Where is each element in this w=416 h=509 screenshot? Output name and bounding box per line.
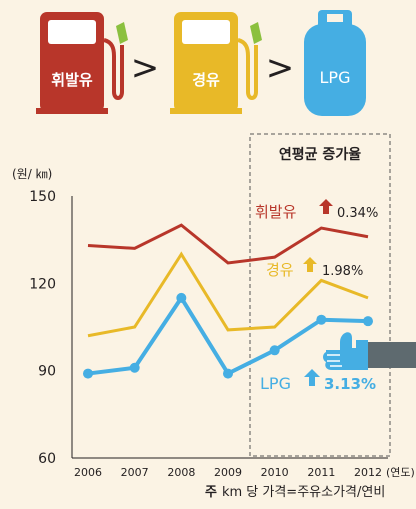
y-ticks: 60 90 120 150	[29, 189, 56, 467]
footnote-prefix: 주	[205, 485, 217, 500]
footnote-text: km 당 가격=주유소가격/연비	[222, 485, 385, 500]
thumbs-up-icon	[323, 332, 416, 370]
x-tick-label: 2007	[121, 466, 149, 479]
gasoline-rate-value: 0.34%	[337, 206, 378, 221]
x-tick-label: 2008	[167, 466, 195, 479]
x-tick-label: 2006	[74, 466, 102, 479]
lpg-data-point	[129, 362, 140, 373]
lpg-up-arrow-icon	[304, 369, 320, 386]
gasoline-rate: 휘발유 0.34%	[255, 199, 378, 221]
x-ticks: 2006 2007 2008 2009 2010 2011 2012	[74, 466, 382, 479]
y-tick-label: 60	[38, 451, 56, 467]
gasoline-rate-name: 휘발유	[255, 203, 297, 221]
lpg-data-point	[176, 292, 187, 303]
series-group	[83, 223, 373, 379]
y-tick-label: 150	[29, 189, 56, 205]
x-tick-label: 2009	[214, 466, 242, 479]
gasoline-up-arrow-icon	[319, 199, 333, 214]
diesel-series-line	[87, 251, 369, 338]
y-tick-label: 120	[29, 276, 56, 292]
diesel-rate-name: 경유	[266, 261, 294, 279]
gasoline-icon-label: 휘발유	[51, 71, 93, 89]
gasoline-series-line	[87, 223, 369, 265]
diesel-icon-label: 경유	[192, 71, 220, 89]
lpg-rate-value: 3.13%	[324, 375, 376, 393]
diesel-rate: 경유 1.98%	[266, 257, 363, 279]
x-tick-label: 2012	[354, 466, 382, 479]
lpg-rate-name: LPG	[260, 374, 291, 393]
growth-rate-title: 연평균 증가율	[279, 146, 361, 163]
lpg-data-point	[223, 368, 233, 379]
lpg-data-point	[316, 314, 327, 325]
y-axis-label: (원/ ㎞)	[12, 167, 52, 181]
lpg-data-point	[83, 368, 93, 379]
lpg-rate: LPG 3.13%	[260, 369, 376, 393]
separator-arrow-2: >	[266, 48, 295, 88]
x-tick-label: 2011	[307, 466, 335, 479]
x-axis-label: (연도)	[386, 466, 415, 479]
x-tick-label: 2010	[261, 466, 289, 479]
footnote: 주 km 당 가격=주유소가격/연비	[205, 485, 385, 500]
y-tick-label: 90	[38, 364, 56, 380]
gasoline-pump-icon: 휘발유	[36, 12, 128, 114]
diesel-rate-value: 1.98%	[322, 264, 363, 279]
diesel-pump-icon: 경유	[170, 12, 262, 114]
lpg-data-point	[363, 316, 373, 327]
lpg-data-point	[269, 345, 280, 356]
diesel-up-arrow-icon	[303, 257, 317, 272]
lpg-icon-label: LPG	[320, 68, 351, 87]
separator-arrow-1: >	[131, 48, 160, 88]
growth-rate-box	[249, 133, 391, 457]
lpg-cylinder-icon: LPG	[304, 10, 366, 116]
